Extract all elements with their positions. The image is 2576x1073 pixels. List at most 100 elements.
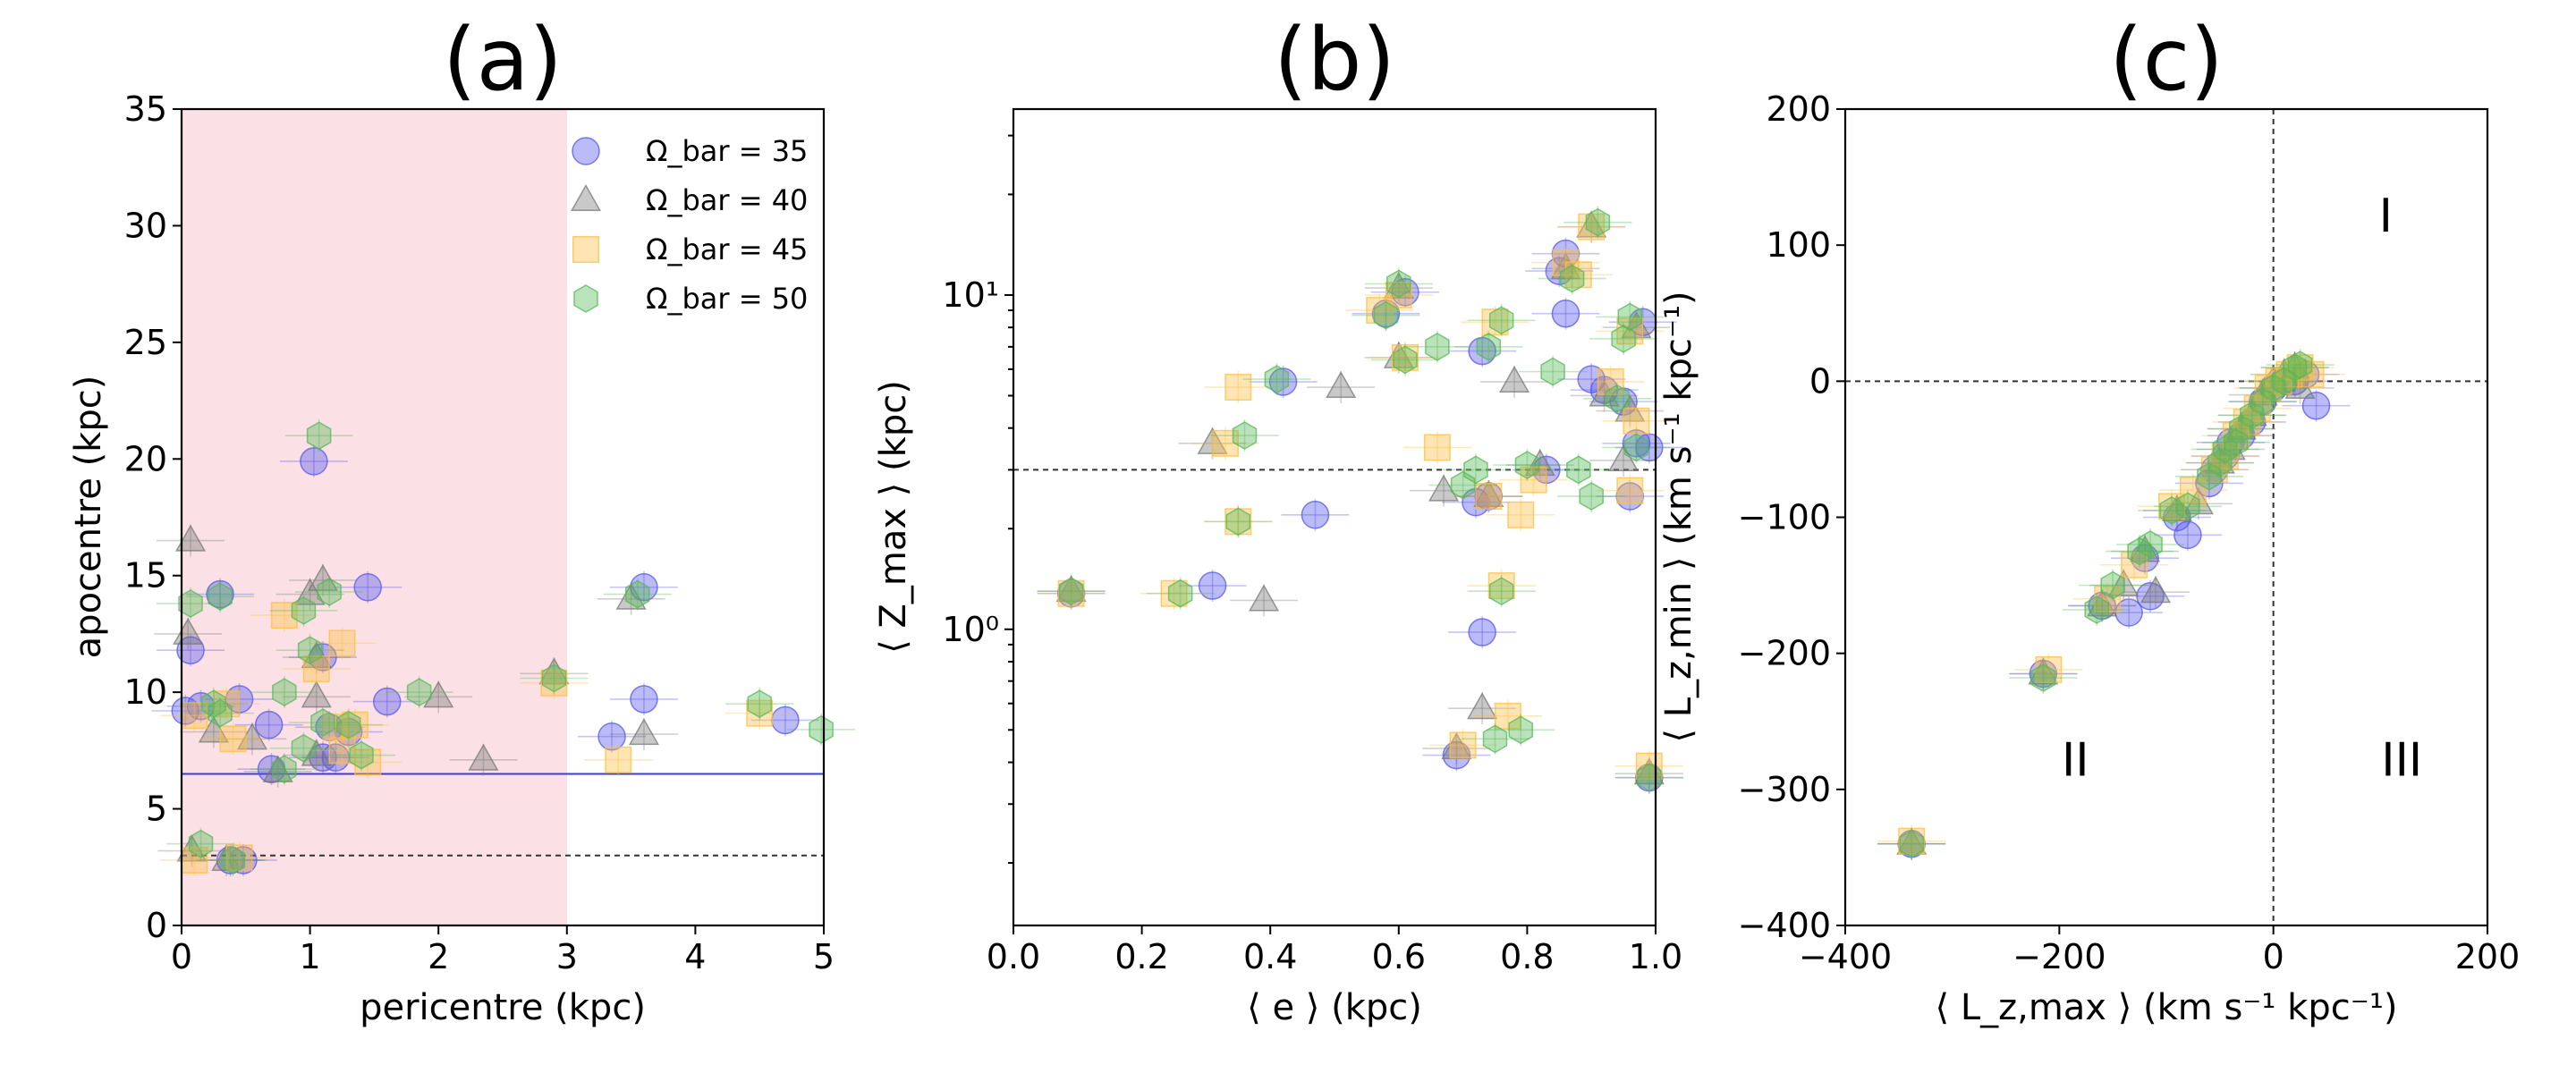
legend-label-50: Ω_bar = 50	[646, 282, 808, 316]
marker-square	[2035, 655, 2063, 683]
marker-square	[746, 699, 774, 727]
panel-b-frame	[1012, 107, 1657, 927]
marker-hexagon	[1488, 306, 1514, 335]
marker-hexagon	[349, 740, 374, 770]
marker-circle	[1301, 501, 1330, 529]
marker-hexagon	[272, 755, 297, 784]
legend-label-35: Ω_bar = 35	[646, 134, 808, 168]
marker-hexagon	[2100, 570, 2125, 600]
marker-square	[2286, 354, 2314, 382]
panel-c-title: (c)	[2109, 10, 2224, 110]
marker-hexagon	[1540, 357, 1565, 386]
xtick-label: 4	[684, 937, 706, 976]
marker-square	[605, 746, 632, 773]
marker-circle	[1468, 618, 1496, 646]
ytick-label: −200	[1738, 634, 1831, 673]
marker-hexagon	[2084, 596, 2109, 624]
ytick-label: −300	[1738, 770, 1831, 809]
marker-hexagon	[1623, 433, 1649, 462]
marker-triangle	[468, 743, 499, 771]
xtick-label: 2	[428, 937, 449, 976]
marker-hexagon	[1585, 207, 1611, 237]
ytick-label: 100	[1766, 225, 1831, 265]
panel-b-title: (b)	[1274, 10, 1395, 110]
marker-circle	[630, 685, 658, 714]
marker-square	[341, 711, 369, 739]
marker-triangle	[1524, 449, 1555, 477]
marker-triangle	[1055, 575, 1087, 603]
marker-hexagon	[2138, 530, 2163, 559]
marker-square	[328, 629, 356, 657]
legend-label-40: Ω_bar = 40	[646, 183, 808, 217]
ytick-label: 200	[1766, 89, 1831, 129]
marker-square	[1449, 731, 1477, 759]
marker-hexagon	[2271, 367, 2297, 396]
marker-triangle	[2284, 371, 2316, 399]
marker-triangle	[307, 563, 338, 591]
marker-hexagon	[1611, 324, 1636, 353]
marker-square	[1224, 374, 1252, 401]
xtick-label: 1	[300, 937, 321, 976]
marker-circle	[597, 722, 626, 751]
panel-b-ylabel: ⟨ Z_max ⟩ (kpc)	[873, 380, 914, 654]
marker-triangle	[262, 755, 293, 782]
marker-hexagon	[2175, 492, 2200, 521]
panel-c-quadrant-labels: III III	[2062, 190, 2422, 788]
marker-circle	[2114, 598, 2143, 627]
panel-c-markers	[1877, 349, 2351, 860]
panel-b-markers	[1037, 206, 1683, 794]
marker-hexagon	[1476, 332, 1502, 361]
ytick-label: 10	[124, 672, 167, 712]
marker-hexagon	[1559, 264, 1585, 293]
panel-a-reference-lines	[182, 773, 824, 857]
ytick-label: 0	[146, 906, 167, 945]
marker-hexagon	[1393, 345, 1418, 375]
marker-circle	[2136, 582, 2165, 611]
marker-triangle	[2140, 576, 2172, 604]
marker-square	[2243, 394, 2271, 422]
marker-hexagon	[1617, 302, 1643, 332]
xtick-label: 0	[171, 937, 192, 976]
ytick-label: 25	[124, 323, 167, 362]
marker-square	[1057, 579, 1085, 607]
marker-hexagon	[1386, 269, 1411, 299]
marker-hexagon	[272, 678, 297, 707]
ytick-label: 35	[124, 89, 167, 129]
marker-square	[2211, 443, 2239, 470]
marker-triangle	[628, 718, 659, 746]
marker-circle	[2174, 520, 2202, 550]
marker-triangle	[301, 739, 332, 766]
marker-hexagon	[1463, 455, 1488, 485]
ytick-label: −400	[1738, 906, 1831, 945]
marker-hexagon	[2197, 461, 2222, 491]
panel-b-ticks: 0.0 0.2 0.4 0.6 0.8 1.0 10⁰ 10¹	[942, 134, 1682, 976]
marker-triangle	[1576, 210, 1607, 238]
marker-hexagon	[317, 578, 342, 606]
panel-c-ylabel: ⟨ L_z,min ⟩ (km s⁻¹ kpc⁻¹)	[1658, 291, 1699, 742]
marker-square	[1616, 477, 1644, 504]
marker-square	[2297, 360, 2325, 388]
marker-triangle	[1621, 311, 1652, 339]
legend-marker-hexagon	[573, 284, 598, 313]
marker-hexagon	[1373, 300, 1399, 330]
marker-triangle	[301, 640, 332, 669]
marker-circle	[300, 447, 328, 476]
marker-circle	[353, 573, 382, 602]
marker-circle	[171, 697, 200, 725]
marker-hexagon	[1058, 577, 1084, 606]
ytick-label: 10¹	[942, 275, 999, 315]
marker-square	[2094, 585, 2122, 613]
xtick-label: 0.2	[1114, 937, 1168, 976]
marker-triangle	[1248, 584, 1280, 612]
panel-a-shaded-region	[182, 109, 567, 925]
marker-circle	[373, 687, 402, 716]
xtick-label: 5	[813, 937, 835, 976]
legend-marker-circle	[572, 137, 600, 165]
marker-square	[1385, 281, 1412, 308]
panel-a-markers	[151, 419, 856, 876]
marker-hexagon	[625, 579, 650, 609]
marker-square	[1520, 466, 1547, 494]
marker-triangle	[1326, 371, 1357, 399]
